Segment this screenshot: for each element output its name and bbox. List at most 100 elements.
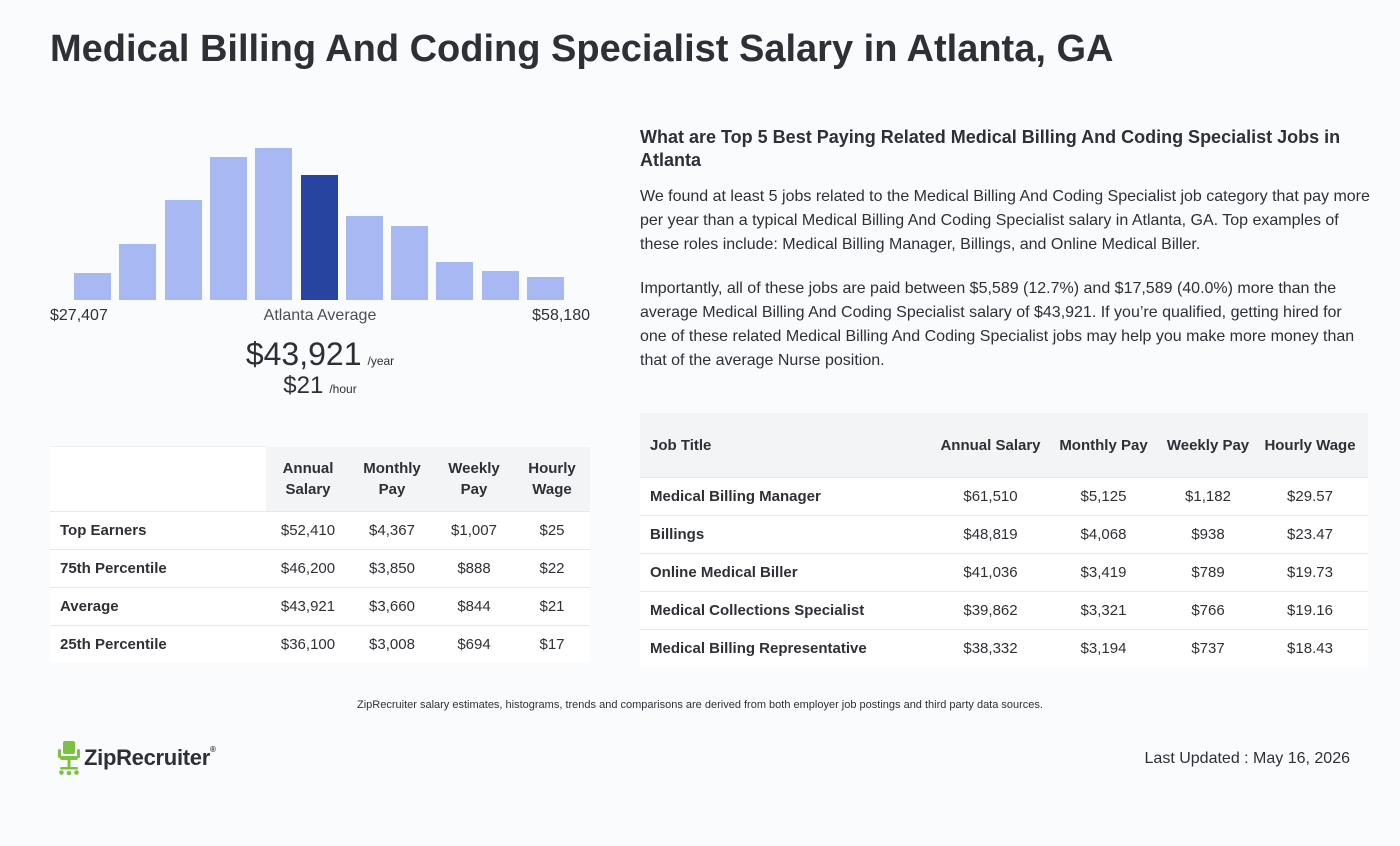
- weekly-pay-cell: $766: [1164, 591, 1252, 630]
- hourly-wage-cell: $25: [514, 511, 590, 550]
- table-row: Average $43,921 $3,660 $844 $21: [50, 587, 590, 626]
- hourly-wage-cell: $22: [514, 549, 590, 588]
- histogram-bar: [391, 226, 429, 300]
- logo-registered-mark: ®: [209, 745, 216, 754]
- weekly-pay-cell: $694: [434, 625, 514, 663]
- histogram-bar: [481, 271, 519, 300]
- related-jobs-paragraph-2: Importantly, all of these jobs are paid …: [640, 280, 1355, 369]
- job-title-cell: Medical Billing Manager: [640, 477, 938, 516]
- histogram-bar: [164, 200, 202, 300]
- job-title-cell: Billings: [640, 515, 938, 554]
- weekly-pay-cell: $1,007: [434, 511, 514, 550]
- monthly-pay-cell: $3,008: [350, 625, 434, 663]
- monthly-pay-cell: $4,068: [1043, 515, 1164, 554]
- logo-wordmark: ZipRecruiter®: [84, 745, 216, 771]
- histogram-min-label: $27,407: [50, 307, 108, 324]
- hourly-wage-cell: $19.16: [1252, 591, 1368, 630]
- histogram-bar: [345, 216, 383, 300]
- average-yearly-value: $43,921: [245, 336, 362, 372]
- histogram-bar: [119, 244, 157, 300]
- table-row: Top Earners $52,410 $4,367 $1,007 $25: [50, 511, 590, 550]
- page-title: Medical Billing And Coding Specialist Sa…: [50, 28, 1114, 70]
- monthly-pay-cell: $4,367: [350, 511, 434, 550]
- logo-text: ZipRecruiter: [84, 745, 210, 770]
- monthly-pay-cell: $3,419: [1043, 553, 1164, 592]
- job-title-cell: Medical Collections Specialist: [640, 591, 938, 630]
- job-title-cell: Online Medical Biller: [640, 553, 938, 592]
- weekly-pay-cell: $888: [434, 549, 514, 588]
- annual-salary-cell: $38,332: [938, 629, 1043, 667]
- hourly-wage-cell: $29.57: [1252, 477, 1368, 516]
- monthly-pay-cell: $3,660: [350, 587, 434, 626]
- average-yearly-salary: $43,921/year: [50, 336, 590, 373]
- row-label: Top Earners: [50, 511, 266, 550]
- weekly-pay-cell: $789: [1164, 553, 1252, 592]
- percentile-header-weekly: Weekly Pay: [434, 446, 514, 512]
- annual-salary-cell: $52,410: [266, 511, 350, 550]
- data-source-disclaimer: ZipRecruiter salary estimates, histogram…: [357, 699, 1043, 711]
- ziprecruiter-logo[interactable]: ZipRecruiter®: [58, 740, 216, 776]
- row-label: Average: [50, 587, 266, 626]
- table-row: Online Medical Biller $41,036 $3,419 $78…: [640, 553, 1368, 592]
- last-updated-date: Last Updated : May 16, 2026: [1144, 750, 1350, 767]
- table-row: Medical Billing Manager $61,510 $5,125 $…: [640, 477, 1368, 516]
- annual-salary-cell: $39,862: [938, 591, 1043, 630]
- chair-icon: [58, 741, 80, 776]
- monthly-pay-cell: $5,125: [1043, 477, 1164, 516]
- table-row: 25th Percentile $36,100 $3,008 $694 $17: [50, 625, 590, 663]
- related-jobs-table: Job Title Annual Salary Monthly Pay Week…: [640, 413, 1368, 667]
- monthly-pay-cell: $3,850: [350, 549, 434, 588]
- monthly-pay-cell: $3,321: [1043, 591, 1164, 630]
- average-yearly-unit: /year: [367, 354, 395, 368]
- monthly-pay-cell: $3,194: [1043, 629, 1164, 667]
- histogram-labels: $27,407 Atlanta Average $58,180: [50, 307, 590, 327]
- weekly-pay-cell: $938: [1164, 515, 1252, 554]
- weekly-pay-cell: $1,182: [1164, 477, 1252, 516]
- histogram-bar: [74, 273, 111, 300]
- percentile-table-header: Annual Salary Monthly Pay Weekly Pay Hou…: [50, 446, 590, 512]
- table-row: Billings $48,819 $4,068 $938 $23.47: [640, 515, 1368, 554]
- hourly-wage-cell: $21: [514, 587, 590, 626]
- average-hourly-value: $21: [283, 372, 324, 399]
- percentile-header-annual: Annual Salary: [266, 446, 350, 512]
- percentile-table: Annual Salary Monthly Pay Weekly Pay Hou…: [50, 446, 590, 663]
- row-label: 25th Percentile: [50, 625, 266, 663]
- jobs-header-hourly: Hourly Wage: [1252, 413, 1368, 478]
- annual-salary-cell: $41,036: [938, 553, 1043, 592]
- related-jobs-section: What are Top 5 Best Paying Related Medic…: [640, 126, 1370, 373]
- histogram-bar: [209, 157, 247, 300]
- related-jobs-heading: What are Top 5 Best Paying Related Medic…: [640, 127, 1341, 170]
- histogram-max-label: $58,180: [532, 307, 590, 324]
- related-jobs-paragraph-1: We found at least 5 jobs related to the …: [640, 188, 1370, 253]
- table-row: Medical Collections Specialist $39,862 $…: [640, 591, 1368, 630]
- percentile-header-hourly: Hourly Wage: [514, 446, 590, 512]
- average-hourly-wage: $21/hour: [50, 372, 590, 400]
- annual-salary-cell: $36,100: [266, 625, 350, 663]
- weekly-pay-cell: $737: [1164, 629, 1252, 667]
- histogram-average-label: Atlanta Average: [263, 307, 377, 324]
- histogram-bar-average: [300, 175, 338, 300]
- histogram-bar: [436, 262, 474, 300]
- salary-histogram: [50, 130, 590, 300]
- percentile-header-blank: [50, 446, 266, 512]
- jobs-header-annual: Annual Salary: [938, 413, 1043, 478]
- weekly-pay-cell: $844: [434, 587, 514, 626]
- hourly-wage-cell: $17: [514, 625, 590, 663]
- jobs-table-header: Job Title Annual Salary Monthly Pay Week…: [640, 413, 1368, 478]
- percentile-header-monthly: Monthly Pay: [350, 446, 434, 512]
- annual-salary-cell: $61,510: [938, 477, 1043, 516]
- average-hourly-unit: /hour: [329, 382, 357, 396]
- row-label: 75th Percentile: [50, 549, 266, 588]
- jobs-header-weekly: Weekly Pay: [1164, 413, 1252, 478]
- job-title-cell: Medical Billing Representative: [640, 629, 938, 667]
- histogram-bar: [255, 148, 293, 300]
- hourly-wage-cell: $19.73: [1252, 553, 1368, 592]
- histogram-bar: [527, 277, 564, 300]
- table-row: Medical Billing Representative $38,332 $…: [640, 629, 1368, 667]
- hourly-wage-cell: $18.43: [1252, 629, 1368, 667]
- annual-salary-cell: $48,819: [938, 515, 1043, 554]
- jobs-header-title: Job Title: [640, 413, 938, 478]
- annual-salary-cell: $43,921: [266, 587, 350, 626]
- jobs-header-monthly: Monthly Pay: [1043, 413, 1164, 478]
- hourly-wage-cell: $23.47: [1252, 515, 1368, 554]
